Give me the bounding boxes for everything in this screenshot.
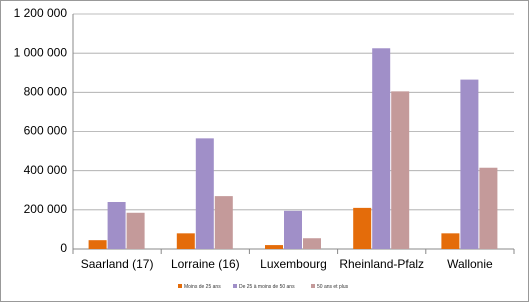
x-tick-label: Rheinland-Pfalz — [339, 257, 424, 271]
x-tick-label: Luxembourg — [260, 257, 327, 271]
legend-label: Moins de 25 ans — [184, 284, 221, 290]
legend-swatch — [233, 284, 237, 288]
x-tick-label: Saarland (17) — [81, 257, 154, 271]
bar — [441, 233, 460, 249]
bar — [372, 48, 391, 250]
y-tick-label: 200 000 — [24, 202, 68, 216]
bar — [214, 196, 233, 249]
y-tick-label: 0 — [60, 241, 67, 255]
bar — [460, 79, 479, 250]
legend-label: 50 ans et plus — [317, 284, 349, 290]
bar — [391, 91, 410, 250]
bar — [195, 138, 214, 249]
bar — [284, 210, 302, 249]
bar — [176, 233, 195, 249]
legend-label: De 25 à moins de 50 ans — [239, 284, 295, 290]
x-tick-label: Wallonie — [447, 257, 493, 271]
legend-swatch — [178, 284, 182, 288]
legend-swatch — [311, 284, 315, 288]
bar — [303, 238, 321, 249]
bar — [107, 202, 126, 249]
y-tick-label: 600 000 — [24, 124, 68, 138]
x-tick-label: Lorraine (16) — [171, 257, 240, 271]
bar — [479, 167, 498, 249]
y-tick-label: 1 200 000 — [14, 6, 68, 20]
bar — [265, 245, 283, 249]
y-tick-label: 1 000 000 — [14, 45, 68, 59]
y-tick-label: 800 000 — [24, 85, 68, 99]
bar — [126, 212, 145, 249]
bar — [353, 207, 372, 249]
y-tick-label: 400 000 — [24, 163, 68, 177]
bar — [88, 240, 107, 249]
